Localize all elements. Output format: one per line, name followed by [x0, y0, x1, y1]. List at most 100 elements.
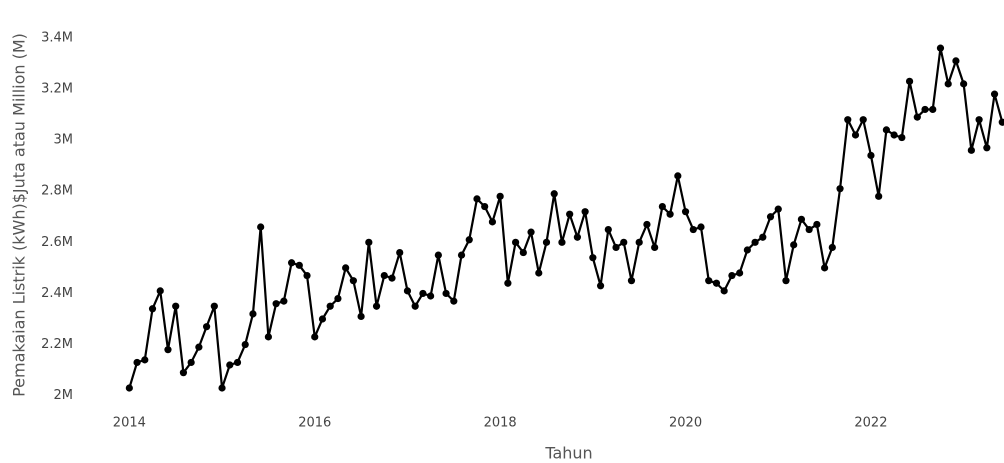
point	[774, 205, 782, 213]
y-tick-label: 3M	[54, 133, 74, 148]
point	[264, 333, 272, 341]
point	[596, 282, 605, 290]
point	[311, 333, 319, 341]
point	[403, 287, 412, 295]
point	[573, 233, 582, 241]
point	[589, 254, 597, 262]
point	[465, 236, 473, 244]
point	[581, 208, 589, 216]
point	[666, 210, 674, 218]
point	[627, 277, 636, 285]
point	[388, 274, 396, 282]
point	[720, 287, 728, 295]
point	[488, 218, 497, 226]
point	[990, 90, 999, 98]
point	[396, 248, 404, 257]
point	[442, 289, 450, 298]
point	[372, 302, 381, 310]
point	[844, 116, 852, 124]
point	[960, 80, 968, 88]
point	[890, 131, 898, 139]
point	[419, 289, 427, 298]
point	[218, 384, 226, 392]
point	[797, 215, 806, 223]
point	[929, 105, 937, 114]
point	[736, 269, 744, 277]
x-tick-label: 2016	[298, 416, 331, 431]
point	[766, 213, 775, 221]
point	[164, 346, 172, 354]
point	[295, 261, 303, 269]
point	[882, 126, 891, 134]
point	[280, 297, 288, 305]
x-tick-label: 2018	[484, 416, 517, 431]
point	[813, 220, 821, 229]
point	[558, 238, 566, 246]
point	[705, 277, 713, 285]
x-tick-label: 2020	[669, 416, 702, 431]
point	[643, 220, 651, 229]
point	[782, 277, 790, 285]
point	[689, 225, 697, 234]
point	[944, 80, 952, 88]
point	[203, 323, 211, 331]
x-tick-label: 2014	[113, 416, 146, 431]
point	[249, 310, 257, 318]
point	[504, 279, 512, 287]
point	[318, 315, 327, 323]
x-axis-title: Tahun	[544, 444, 592, 463]
point	[790, 241, 798, 249]
point	[759, 233, 767, 241]
point	[550, 190, 558, 198]
point	[851, 131, 860, 139]
y-tick-label: 2.4M	[41, 286, 73, 301]
point	[651, 243, 659, 252]
point	[287, 259, 296, 267]
point	[936, 44, 945, 52]
point	[998, 118, 1004, 126]
y-axis-title: Pemakaian Listrik (kWh)$Juta atau Millio…	[10, 33, 29, 397]
point	[542, 238, 551, 246]
y-tick-label: 2.6M	[41, 235, 73, 250]
point	[457, 251, 466, 259]
point	[380, 271, 388, 280]
point	[148, 305, 157, 313]
point	[496, 192, 504, 200]
point	[141, 356, 149, 364]
series	[125, 44, 1004, 392]
point	[357, 312, 365, 321]
point	[867, 151, 875, 160]
point	[805, 225, 813, 234]
point	[172, 302, 180, 310]
point	[612, 243, 620, 252]
point	[681, 208, 690, 216]
point	[566, 210, 574, 218]
point	[898, 133, 906, 142]
point	[272, 300, 280, 308]
point	[836, 185, 844, 193]
point	[604, 225, 612, 234]
point	[195, 343, 203, 351]
point	[728, 271, 736, 280]
y-tick-label: 3.2M	[41, 82, 73, 97]
point	[303, 271, 311, 280]
point	[905, 77, 914, 85]
x-tick-label: 2022	[854, 416, 887, 431]
point	[527, 228, 535, 236]
y-tick-label: 2.8M	[41, 184, 73, 199]
point	[481, 202, 489, 211]
point	[921, 105, 929, 114]
point	[226, 361, 234, 369]
point	[210, 302, 218, 310]
point	[751, 238, 759, 246]
point	[241, 340, 249, 349]
point	[967, 146, 975, 154]
line	[128, 47, 1004, 390]
point	[697, 223, 705, 231]
point	[511, 238, 520, 246]
point	[658, 202, 666, 211]
point	[635, 238, 643, 246]
point	[712, 279, 721, 287]
point	[179, 369, 188, 377]
